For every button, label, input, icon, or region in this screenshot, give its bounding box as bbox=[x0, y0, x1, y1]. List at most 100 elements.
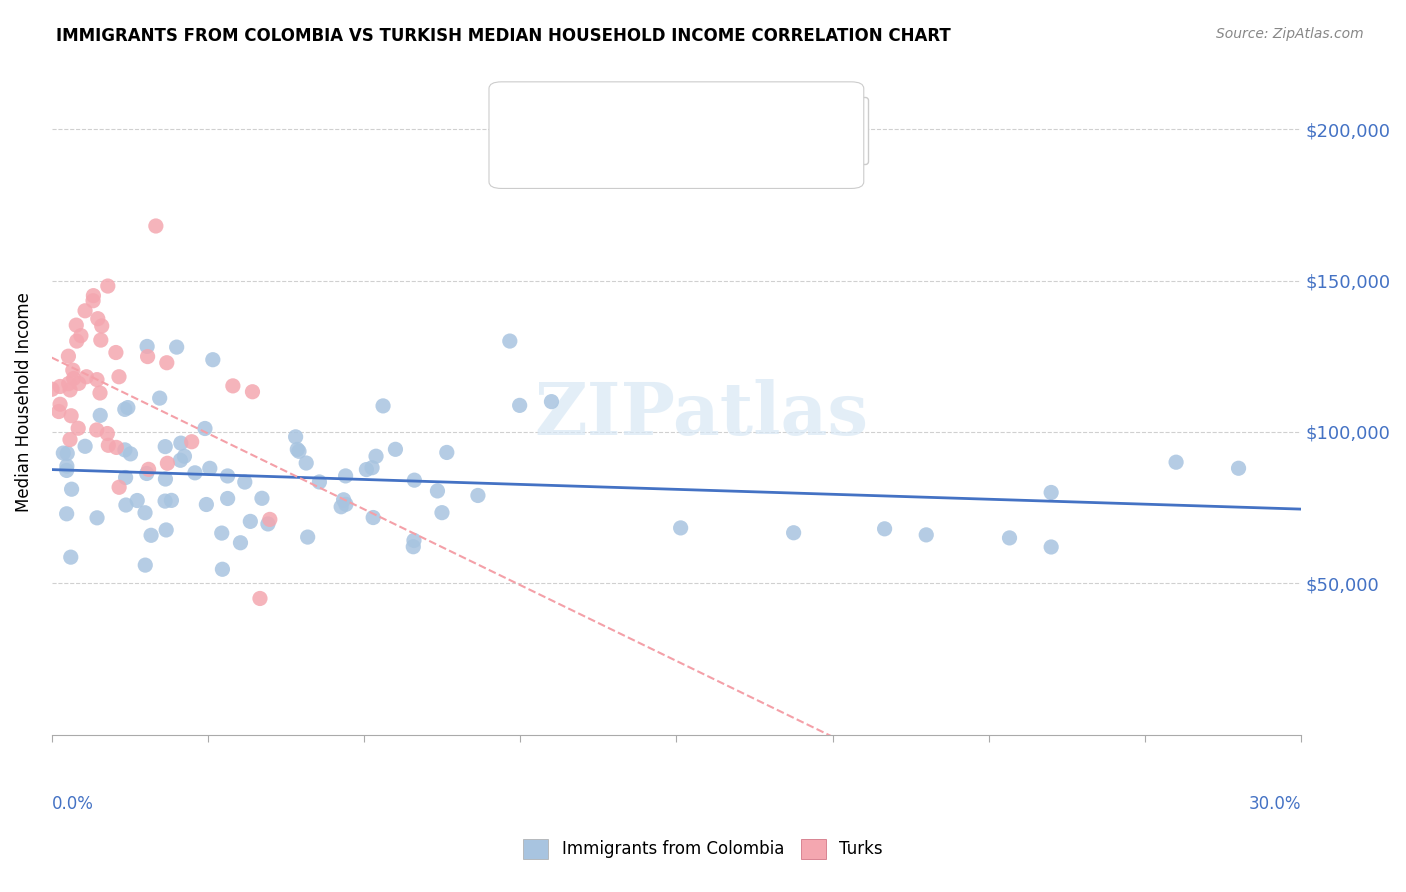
Point bbox=[41, 382, 63, 396]
Point bbox=[117, 401, 139, 415]
Legend: R = -0.116   N = 81, R = -0.341   N = 43: R = -0.116 N = 81, R = -0.341 N = 43 bbox=[647, 97, 868, 164]
Point bbox=[184, 466, 207, 480]
Point bbox=[104, 345, 127, 359]
Point bbox=[297, 530, 319, 544]
Point bbox=[127, 493, 149, 508]
Point bbox=[56, 446, 79, 460]
Point bbox=[149, 391, 172, 405]
Point bbox=[285, 442, 308, 457]
Point bbox=[257, 516, 280, 531]
Point bbox=[364, 449, 387, 463]
Point bbox=[430, 506, 453, 520]
Point bbox=[170, 436, 193, 450]
Point bbox=[97, 279, 120, 293]
Point bbox=[56, 458, 79, 473]
Point bbox=[59, 550, 82, 565]
Point bbox=[173, 449, 195, 463]
Point bbox=[250, 491, 273, 506]
Point bbox=[195, 498, 218, 512]
Point bbox=[873, 522, 896, 536]
Point bbox=[75, 439, 97, 453]
Point bbox=[540, 394, 562, 409]
Point bbox=[1164, 455, 1187, 469]
Point bbox=[249, 591, 271, 606]
Point bbox=[233, 475, 256, 489]
Point bbox=[335, 469, 357, 483]
Point bbox=[134, 506, 156, 520]
Point bbox=[60, 482, 83, 496]
Point bbox=[75, 369, 97, 384]
Point bbox=[669, 521, 692, 535]
Text: Source: ZipAtlas.com: Source: ZipAtlas.com bbox=[1216, 27, 1364, 41]
Point bbox=[136, 350, 159, 364]
Point bbox=[384, 442, 406, 457]
Point bbox=[75, 303, 97, 318]
Point bbox=[49, 379, 72, 393]
Point bbox=[295, 456, 318, 470]
Text: 30.0%: 30.0% bbox=[1249, 795, 1301, 813]
Point bbox=[136, 339, 159, 353]
Point bbox=[308, 475, 330, 489]
Point bbox=[62, 371, 84, 385]
Point bbox=[58, 376, 80, 391]
Point bbox=[89, 409, 111, 423]
Point bbox=[108, 369, 131, 384]
Point bbox=[211, 526, 233, 541]
Point bbox=[169, 453, 191, 467]
Point bbox=[59, 433, 82, 447]
Point bbox=[402, 540, 425, 554]
Point bbox=[134, 558, 156, 573]
Text: ZIPatlas: ZIPatlas bbox=[534, 379, 869, 450]
Point bbox=[65, 318, 87, 333]
Point bbox=[288, 444, 311, 458]
Point bbox=[782, 525, 804, 540]
Point bbox=[356, 462, 378, 476]
Text: 0.0%: 0.0% bbox=[52, 795, 94, 813]
Point bbox=[67, 376, 90, 391]
Point bbox=[426, 483, 449, 498]
Point bbox=[114, 402, 136, 417]
Point bbox=[52, 446, 75, 460]
Point bbox=[361, 460, 384, 475]
Point bbox=[120, 447, 142, 461]
Point bbox=[180, 434, 202, 449]
Point bbox=[114, 442, 136, 457]
Point bbox=[198, 461, 221, 475]
Point bbox=[239, 515, 262, 529]
Point bbox=[467, 488, 489, 502]
Point bbox=[155, 523, 177, 537]
Point bbox=[194, 421, 217, 435]
Point bbox=[371, 399, 394, 413]
Point bbox=[332, 492, 354, 507]
Point bbox=[97, 438, 120, 452]
Point bbox=[114, 470, 136, 484]
Point bbox=[222, 379, 245, 393]
Point bbox=[62, 363, 84, 377]
Text: IMMIGRANTS FROM COLOMBIA VS TURKISH MEDIAN HOUSEHOLD INCOME CORRELATION CHART: IMMIGRANTS FROM COLOMBIA VS TURKISH MEDI… bbox=[56, 27, 950, 45]
Point bbox=[156, 456, 179, 470]
Point bbox=[70, 328, 93, 343]
Point bbox=[49, 397, 72, 411]
Point bbox=[89, 386, 111, 401]
Point bbox=[284, 430, 307, 444]
Point bbox=[55, 507, 77, 521]
Point bbox=[96, 426, 118, 441]
Point bbox=[217, 491, 239, 506]
Point bbox=[90, 318, 112, 333]
Point bbox=[153, 494, 176, 508]
Point bbox=[1040, 485, 1063, 500]
Point bbox=[155, 440, 177, 454]
Point bbox=[87, 311, 110, 326]
Point bbox=[217, 469, 239, 483]
Point bbox=[330, 500, 353, 514]
Point bbox=[155, 472, 177, 486]
Point bbox=[67, 421, 90, 435]
Point bbox=[105, 441, 128, 455]
Y-axis label: Median Household Income: Median Household Income bbox=[15, 292, 32, 512]
Point bbox=[108, 480, 131, 494]
Point bbox=[436, 445, 458, 459]
Point bbox=[998, 531, 1021, 545]
Point bbox=[1040, 540, 1063, 554]
Point bbox=[361, 510, 384, 524]
Point bbox=[201, 352, 224, 367]
